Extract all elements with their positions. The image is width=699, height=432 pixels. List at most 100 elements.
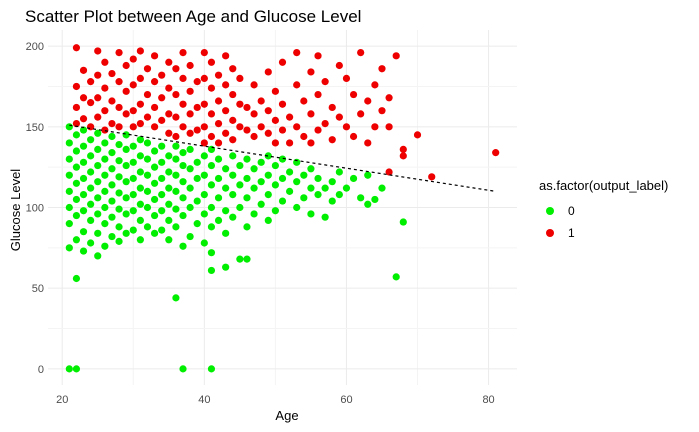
data-point-0 (115, 173, 123, 181)
data-point-0 (165, 236, 173, 244)
data-point-0 (158, 207, 166, 215)
data-point-0 (108, 181, 116, 189)
data-point-1 (87, 78, 95, 86)
data-point-1 (364, 139, 372, 147)
data-point-0 (207, 249, 216, 257)
data-point-1 (342, 74, 351, 83)
data-point-0 (94, 129, 102, 137)
data-point-1 (300, 97, 308, 105)
data-point-0 (186, 203, 194, 212)
data-point-0 (243, 255, 251, 263)
data-point-0 (200, 171, 208, 179)
data-point-0 (94, 229, 102, 237)
data-point-0 (87, 216, 95, 225)
data-point-1 (278, 126, 287, 134)
y-tick-label: 0 (38, 364, 44, 376)
data-point-1 (200, 48, 208, 57)
legend-title: as.factor(output_label) (539, 178, 668, 193)
y-tick-labels: 0 50 100 150 200 (26, 41, 44, 376)
data-point-0 (236, 203, 244, 212)
data-point-0 (165, 168, 173, 176)
data-point-0 (87, 239, 95, 247)
data-point-1 (115, 103, 123, 112)
data-point-0 (150, 163, 159, 171)
data-point-0 (94, 178, 102, 186)
data-point-1 (335, 113, 343, 121)
data-point-1 (72, 44, 81, 52)
y-tick-label: 200 (26, 41, 44, 53)
data-point-0 (136, 216, 144, 225)
data-point-1 (108, 119, 116, 128)
data-point-0 (72, 211, 81, 220)
data-point-0 (65, 244, 73, 252)
data-point-1 (122, 110, 130, 118)
data-point-1 (79, 94, 88, 102)
data-point-0 (65, 171, 73, 179)
data-point-1 (87, 99, 95, 107)
data-point-1 (200, 123, 208, 131)
data-point-0 (108, 232, 116, 241)
y-tick-label: 50 (32, 283, 44, 295)
data-point-0 (150, 147, 159, 155)
data-point-1 (172, 113, 180, 121)
data-point-1 (250, 110, 258, 118)
data-point-0 (122, 194, 130, 202)
data-point-0 (342, 184, 351, 192)
data-point-0 (129, 174, 137, 183)
data-point-0 (122, 229, 130, 237)
data-point-0 (321, 213, 329, 221)
data-point-1 (314, 126, 322, 134)
data-point-0 (79, 174, 88, 183)
data-point-0 (172, 294, 180, 302)
data-point-0 (108, 197, 116, 205)
data-point-0 (214, 216, 223, 225)
data-point-0 (87, 152, 95, 160)
data-point-1 (214, 71, 223, 79)
data-point-0 (136, 152, 144, 160)
data-point-1 (143, 113, 152, 121)
data-point-0 (179, 242, 187, 250)
data-point-1 (122, 87, 130, 95)
data-point-1 (314, 90, 322, 99)
x-axis-title: Age (275, 408, 298, 423)
data-point-0 (314, 174, 322, 183)
data-point-1 (158, 94, 166, 102)
data-point-1 (385, 123, 393, 131)
data-point-0 (143, 139, 152, 147)
data-point-1 (115, 48, 123, 57)
data-point-0 (286, 187, 294, 195)
legend-label-1: 1 (568, 226, 575, 240)
data-point-0 (378, 184, 386, 192)
data-point-1 (229, 116, 237, 124)
data-point-0 (94, 194, 102, 202)
data-point-0 (115, 223, 123, 231)
data-point-0 (122, 178, 130, 186)
data-point-1 (321, 78, 329, 86)
data-point-0 (65, 155, 73, 163)
data-point-0 (257, 178, 265, 186)
data-point-1 (214, 119, 223, 128)
data-point-0 (179, 178, 187, 186)
data-point-0 (143, 155, 152, 163)
data-point-1 (222, 107, 230, 115)
y-tick-label: 100 (26, 203, 44, 215)
data-point-1 (200, 139, 208, 147)
data-point-0 (150, 179, 159, 187)
data-point-1 (129, 81, 137, 89)
data-point-1 (115, 123, 123, 131)
data-point-0 (335, 190, 343, 199)
data-point-0 (222, 165, 230, 173)
data-point-0 (65, 139, 73, 147)
data-point-0 (207, 266, 216, 275)
data-point-0 (222, 229, 230, 237)
data-point-0 (257, 158, 265, 166)
data-point-0 (172, 187, 180, 195)
data-point-0 (101, 187, 109, 195)
data-point-0 (87, 136, 95, 144)
data-point-0 (207, 161, 216, 170)
data-point-1 (79, 115, 88, 123)
data-point-1 (136, 119, 144, 128)
data-point-1 (413, 131, 422, 139)
data-point-1 (214, 97, 223, 105)
